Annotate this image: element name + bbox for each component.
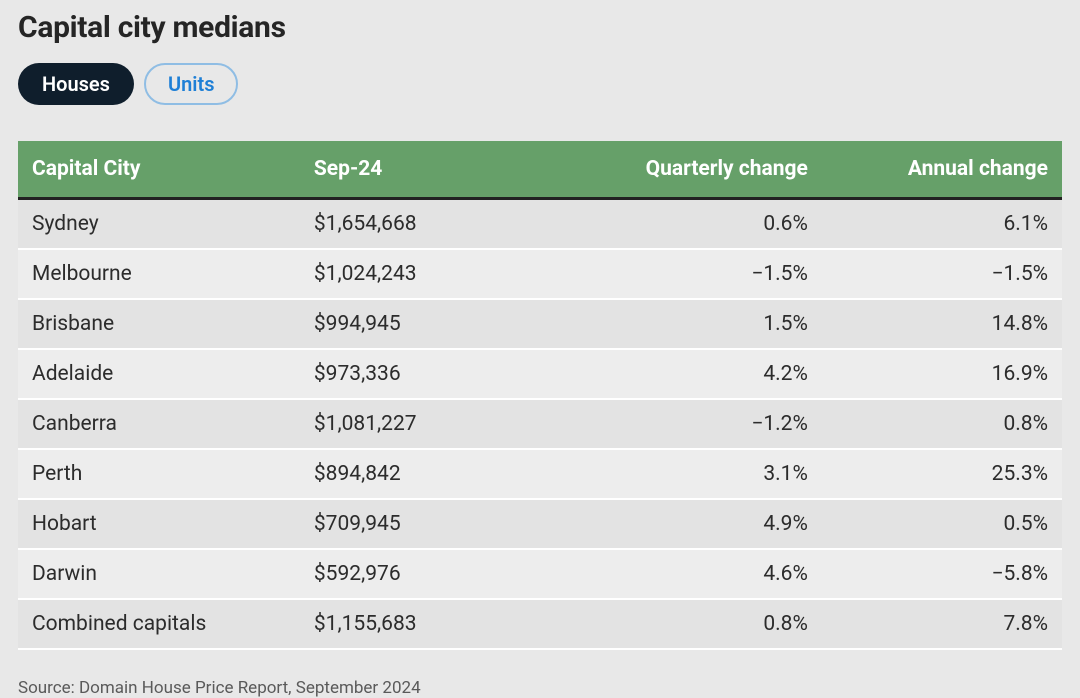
cell-value: $592,976 (300, 549, 509, 599)
medians-table: Capital City Sep-24 Quarterly change Ann… (18, 141, 1062, 650)
cell-city: Perth (18, 449, 300, 499)
table-row: Adelaide$973,3364.2%16.9% (18, 349, 1062, 399)
table-row: Darwin$592,9764.6%−5.8% (18, 549, 1062, 599)
table-row: Brisbane$994,9451.5%14.8% (18, 299, 1062, 349)
table-header-row: Capital City Sep-24 Quarterly change Ann… (18, 141, 1062, 199)
table-row: Perth$894,8423.1%25.3% (18, 449, 1062, 499)
medians-table-container: Capital City Sep-24 Quarterly change Ann… (18, 141, 1062, 650)
cell-city: Brisbane (18, 299, 300, 349)
cell-annual: 6.1% (822, 199, 1062, 250)
cell-annual: 16.9% (822, 349, 1062, 399)
cell-annual: −5.8% (822, 549, 1062, 599)
table-row: Canberra$1,081,227−1.2%0.8% (18, 399, 1062, 449)
cell-city: Darwin (18, 549, 300, 599)
cell-city: Hobart (18, 499, 300, 549)
cell-city: Adelaide (18, 349, 300, 399)
cell-value: $1,155,683 (300, 599, 509, 649)
cell-quarterly: 0.6% (509, 199, 822, 250)
cell-annual: 0.5% (822, 499, 1062, 549)
cell-annual: 25.3% (822, 449, 1062, 499)
cell-quarterly: 4.6% (509, 549, 822, 599)
page-title: Capital city medians (18, 10, 1062, 45)
table-row: Hobart$709,9454.9%0.5% (18, 499, 1062, 549)
cell-annual: 0.8% (822, 399, 1062, 449)
cell-value: $1,024,243 (300, 249, 509, 299)
table-body: Sydney$1,654,6680.6%6.1%Melbourne$1,024,… (18, 199, 1062, 650)
cell-city: Combined capitals (18, 599, 300, 649)
tab-houses[interactable]: Houses (18, 63, 134, 105)
cell-value: $894,842 (300, 449, 509, 499)
source-note: Source: Domain House Price Report, Septe… (18, 678, 1062, 698)
cell-quarterly: 1.5% (509, 299, 822, 349)
cell-value: $994,945 (300, 299, 509, 349)
cell-value: $1,654,668 (300, 199, 509, 250)
table-row: Melbourne$1,024,243−1.5%−1.5% (18, 249, 1062, 299)
col-header-annual: Annual change (822, 141, 1062, 199)
cell-quarterly: 4.2% (509, 349, 822, 399)
table-row: Combined capitals$1,155,6830.8%7.8% (18, 599, 1062, 649)
tab-units[interactable]: Units (144, 63, 239, 105)
table-row: Sydney$1,654,6680.6%6.1% (18, 199, 1062, 250)
cell-quarterly: −1.5% (509, 249, 822, 299)
cell-value: $709,945 (300, 499, 509, 549)
col-header-city: Capital City (18, 141, 300, 199)
cell-quarterly: 3.1% (509, 449, 822, 499)
col-header-value: Sep-24 (300, 141, 509, 199)
cell-city: Sydney (18, 199, 300, 250)
cell-city: Melbourne (18, 249, 300, 299)
cell-annual: 7.8% (822, 599, 1062, 649)
cell-annual: 14.8% (822, 299, 1062, 349)
cell-quarterly: 4.9% (509, 499, 822, 549)
cell-city: Canberra (18, 399, 300, 449)
cell-value: $973,336 (300, 349, 509, 399)
cell-quarterly: −1.2% (509, 399, 822, 449)
property-type-tabs: Houses Units (18, 63, 1062, 105)
cell-quarterly: 0.8% (509, 599, 822, 649)
col-header-quarterly: Quarterly change (509, 141, 822, 199)
cell-value: $1,081,227 (300, 399, 509, 449)
cell-annual: −1.5% (822, 249, 1062, 299)
